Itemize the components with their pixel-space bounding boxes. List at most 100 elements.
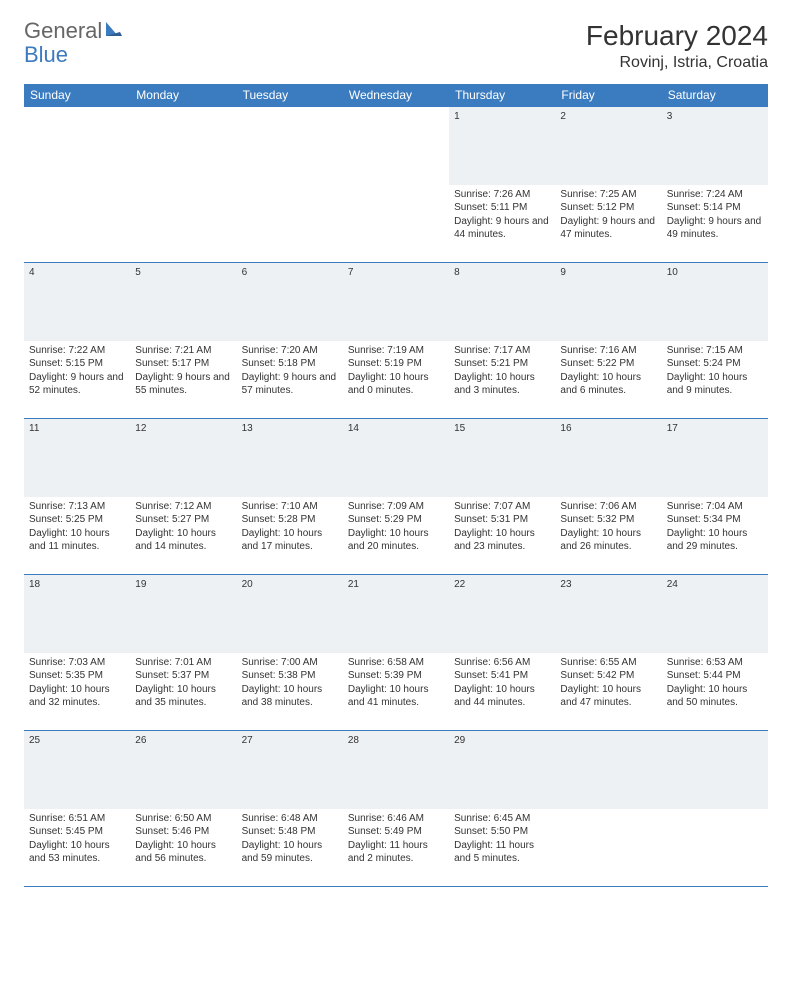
sunset-text: Sunset: 5:49 PM	[348, 825, 444, 839]
day-9-num: 9	[555, 263, 661, 341]
sunrise-text: Sunrise: 7:09 AM	[348, 500, 444, 514]
sunrise-text: Sunrise: 7:17 AM	[454, 344, 550, 358]
weekday-saturday: Saturday	[662, 84, 768, 107]
sunrise-text: Sunrise: 7:04 AM	[667, 500, 763, 514]
day-23-cell: Sunrise: 6:55 AMSunset: 5:42 PMDaylight:…	[555, 653, 661, 731]
day-5-cell: Sunrise: 7:21 AMSunset: 5:17 PMDaylight:…	[130, 341, 236, 419]
daylight-text: Daylight: 10 hours and 0 minutes.	[348, 371, 444, 398]
day-3-cell: Sunrise: 7:24 AMSunset: 5:14 PMDaylight:…	[662, 185, 768, 263]
sunrise-text: Sunrise: 7:13 AM	[29, 500, 125, 514]
day-4-cell: Sunrise: 7:22 AMSunset: 5:15 PMDaylight:…	[24, 341, 130, 419]
sunrise-text: Sunrise: 6:56 AM	[454, 656, 550, 670]
day-16-num: 16	[555, 419, 661, 497]
sunset-text: Sunset: 5:32 PM	[560, 513, 656, 527]
sail-icon	[104, 20, 124, 42]
daylight-text: Daylight: 10 hours and 26 minutes.	[560, 527, 656, 554]
sunset-text: Sunset: 5:45 PM	[29, 825, 125, 839]
day-18-cell: Sunrise: 7:03 AMSunset: 5:35 PMDaylight:…	[24, 653, 130, 731]
week-1-numbers: 45678910	[24, 263, 768, 341]
sunrise-text: Sunrise: 7:12 AM	[135, 500, 231, 514]
day-12-cell: Sunrise: 7:12 AMSunset: 5:27 PMDaylight:…	[130, 497, 236, 575]
sunset-text: Sunset: 5:37 PM	[135, 669, 231, 683]
sunset-text: Sunset: 5:27 PM	[135, 513, 231, 527]
day-26-num: 26	[130, 731, 236, 809]
daylight-text: Daylight: 10 hours and 20 minutes.	[348, 527, 444, 554]
sunrise-text: Sunrise: 7:20 AM	[242, 344, 338, 358]
daylight-text: Daylight: 10 hours and 38 minutes.	[242, 683, 338, 710]
week-4-content: Sunrise: 6:51 AMSunset: 5:45 PMDaylight:…	[24, 809, 768, 887]
week-4-numbers: 2526272829	[24, 731, 768, 809]
day-4-num: 4	[24, 263, 130, 341]
daylight-text: Daylight: 10 hours and 6 minutes.	[560, 371, 656, 398]
week-1-content: Sunrise: 7:22 AMSunset: 5:15 PMDaylight:…	[24, 341, 768, 419]
day-13-num: 13	[237, 419, 343, 497]
sunrise-text: Sunrise: 7:03 AM	[29, 656, 125, 670]
sunrise-text: Sunrise: 6:53 AM	[667, 656, 763, 670]
day-10-cell: Sunrise: 7:15 AMSunset: 5:24 PMDaylight:…	[662, 341, 768, 419]
sunset-text: Sunset: 5:14 PM	[667, 201, 763, 215]
day-12-num: 12	[130, 419, 236, 497]
sunrise-text: Sunrise: 7:19 AM	[348, 344, 444, 358]
weekday-monday: Monday	[130, 84, 236, 107]
day-27-cell: Sunrise: 6:48 AMSunset: 5:48 PMDaylight:…	[237, 809, 343, 887]
sunset-text: Sunset: 5:18 PM	[242, 357, 338, 371]
day-25-num: 25	[24, 731, 130, 809]
sunset-text: Sunset: 5:44 PM	[667, 669, 763, 683]
daylight-text: Daylight: 10 hours and 32 minutes.	[29, 683, 125, 710]
calendar-page: General February 2024 Rovinj, Istria, Cr…	[0, 0, 792, 985]
day-20-num: 20	[237, 575, 343, 653]
day-16-cell: Sunrise: 7:06 AMSunset: 5:32 PMDaylight:…	[555, 497, 661, 575]
day-28-cell: Sunrise: 6:46 AMSunset: 5:49 PMDaylight:…	[343, 809, 449, 887]
sunrise-text: Sunrise: 6:48 AM	[242, 812, 338, 826]
sunset-text: Sunset: 5:34 PM	[667, 513, 763, 527]
day-24-cell: Sunrise: 6:53 AMSunset: 5:44 PMDaylight:…	[662, 653, 768, 731]
daylight-text: Daylight: 9 hours and 47 minutes.	[560, 215, 656, 242]
sunrise-text: Sunrise: 7:16 AM	[560, 344, 656, 358]
sunrise-text: Sunrise: 7:22 AM	[29, 344, 125, 358]
daylight-text: Daylight: 9 hours and 52 minutes.	[29, 371, 125, 398]
location: Rovinj, Istria, Croatia	[586, 54, 768, 72]
sunrise-text: Sunrise: 7:21 AM	[135, 344, 231, 358]
daylight-text: Daylight: 11 hours and 2 minutes.	[348, 839, 444, 866]
daylight-text: Daylight: 9 hours and 44 minutes.	[454, 215, 550, 242]
day-11-cell: Sunrise: 7:13 AMSunset: 5:25 PMDaylight:…	[24, 497, 130, 575]
day-27-num: 27	[237, 731, 343, 809]
sunrise-text: Sunrise: 7:24 AM	[667, 188, 763, 202]
empty-cell	[555, 731, 661, 809]
week-2-numbers: 11121314151617	[24, 419, 768, 497]
empty-cell	[24, 185, 130, 263]
empty-cell	[237, 107, 343, 185]
daylight-text: Daylight: 10 hours and 23 minutes.	[454, 527, 550, 554]
day-20-cell: Sunrise: 7:00 AMSunset: 5:38 PMDaylight:…	[237, 653, 343, 731]
sunset-text: Sunset: 5:11 PM	[454, 201, 550, 215]
week-0-numbers: 123	[24, 107, 768, 185]
day-7-cell: Sunrise: 7:19 AMSunset: 5:19 PMDaylight:…	[343, 341, 449, 419]
sunrise-text: Sunrise: 6:58 AM	[348, 656, 444, 670]
daylight-text: Daylight: 10 hours and 35 minutes.	[135, 683, 231, 710]
weekday-wednesday: Wednesday	[343, 84, 449, 107]
sunset-text: Sunset: 5:17 PM	[135, 357, 231, 371]
day-24-num: 24	[662, 575, 768, 653]
sunrise-text: Sunrise: 7:01 AM	[135, 656, 231, 670]
sunset-text: Sunset: 5:19 PM	[348, 357, 444, 371]
day-9-cell: Sunrise: 7:16 AMSunset: 5:22 PMDaylight:…	[555, 341, 661, 419]
day-21-num: 21	[343, 575, 449, 653]
daylight-text: Daylight: 10 hours and 3 minutes.	[454, 371, 550, 398]
weekday-sunday: Sunday	[24, 84, 130, 107]
sunset-text: Sunset: 5:46 PM	[135, 825, 231, 839]
day-17-cell: Sunrise: 7:04 AMSunset: 5:34 PMDaylight:…	[662, 497, 768, 575]
sunrise-text: Sunrise: 6:50 AM	[135, 812, 231, 826]
day-13-cell: Sunrise: 7:10 AMSunset: 5:28 PMDaylight:…	[237, 497, 343, 575]
day-1-num: 1	[449, 107, 555, 185]
month-title: February 2024	[586, 20, 768, 52]
day-18-num: 18	[24, 575, 130, 653]
day-15-cell: Sunrise: 7:07 AMSunset: 5:31 PMDaylight:…	[449, 497, 555, 575]
day-14-num: 14	[343, 419, 449, 497]
sunset-text: Sunset: 5:15 PM	[29, 357, 125, 371]
daylight-text: Daylight: 9 hours and 49 minutes.	[667, 215, 763, 242]
day-22-cell: Sunrise: 6:56 AMSunset: 5:41 PMDaylight:…	[449, 653, 555, 731]
day-28-num: 28	[343, 731, 449, 809]
sunset-text: Sunset: 5:39 PM	[348, 669, 444, 683]
day-23-num: 23	[555, 575, 661, 653]
week-2-content: Sunrise: 7:13 AMSunset: 5:25 PMDaylight:…	[24, 497, 768, 575]
